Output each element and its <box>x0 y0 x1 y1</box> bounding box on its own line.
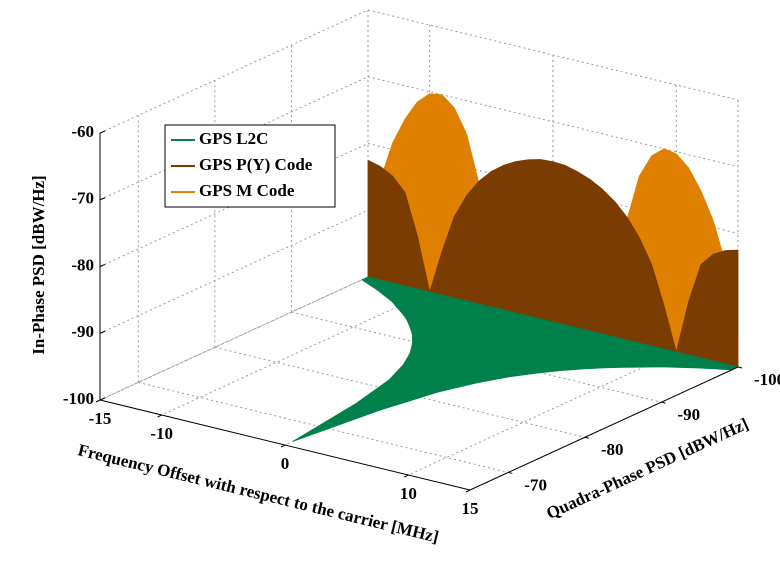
legend: GPS L2C GPS P(Y) Code GPS M Code <box>164 124 336 208</box>
grid-line <box>99 209 369 334</box>
tick-mark <box>465 489 471 493</box>
grid-line <box>408 351 677 476</box>
tick-mark <box>508 471 513 474</box>
grid-line <box>99 9 369 134</box>
tick-mark <box>280 444 286 448</box>
z-tick-label: -80 <box>71 255 94 274</box>
x-tick-label: 15 <box>462 499 479 518</box>
series-area <box>292 276 740 442</box>
z-axis-label: In-Phase PSD [dBW/Hz] <box>29 175 48 354</box>
series-area <box>367 159 739 368</box>
grid-line <box>99 76 369 201</box>
grid-line <box>99 276 369 401</box>
tick-mark <box>157 414 162 418</box>
tick-mark <box>99 397 106 401</box>
grid-line <box>367 9 739 101</box>
tick-mark <box>99 330 106 334</box>
y-axis <box>469 366 739 491</box>
legend-label: GPS P(Y) Code <box>199 155 313 174</box>
x-tick-label: 10 <box>400 484 417 503</box>
z-tick-label: -90 <box>71 322 94 341</box>
tick-mark <box>99 264 106 267</box>
tick-mark <box>99 197 106 201</box>
tick-mark <box>661 401 666 404</box>
x-tick-label: -10 <box>150 424 173 443</box>
z-tick-label: -100 <box>63 389 94 408</box>
tick-mark <box>99 130 106 134</box>
z-tick-label: -70 <box>71 189 94 208</box>
y-tick-label: -80 <box>601 440 624 459</box>
legend-label: GPS L2C <box>199 129 268 148</box>
grid-line <box>161 291 430 416</box>
tick-mark <box>95 399 101 403</box>
y-tick-label: -70 <box>524 475 547 494</box>
grid-line <box>99 276 369 401</box>
x-tick-label: 0 <box>281 454 290 473</box>
y-tick-label: -90 <box>677 405 700 424</box>
legend-label: GPS M Code <box>199 181 295 200</box>
tick-mark <box>584 436 589 439</box>
grid-line <box>367 76 739 168</box>
tick-mark <box>404 474 409 478</box>
x-tick-label: -15 <box>89 409 112 428</box>
y-tick-label: -100 <box>754 370 780 389</box>
z-tick-label: -60 <box>71 122 94 141</box>
tick-mark <box>737 366 743 369</box>
